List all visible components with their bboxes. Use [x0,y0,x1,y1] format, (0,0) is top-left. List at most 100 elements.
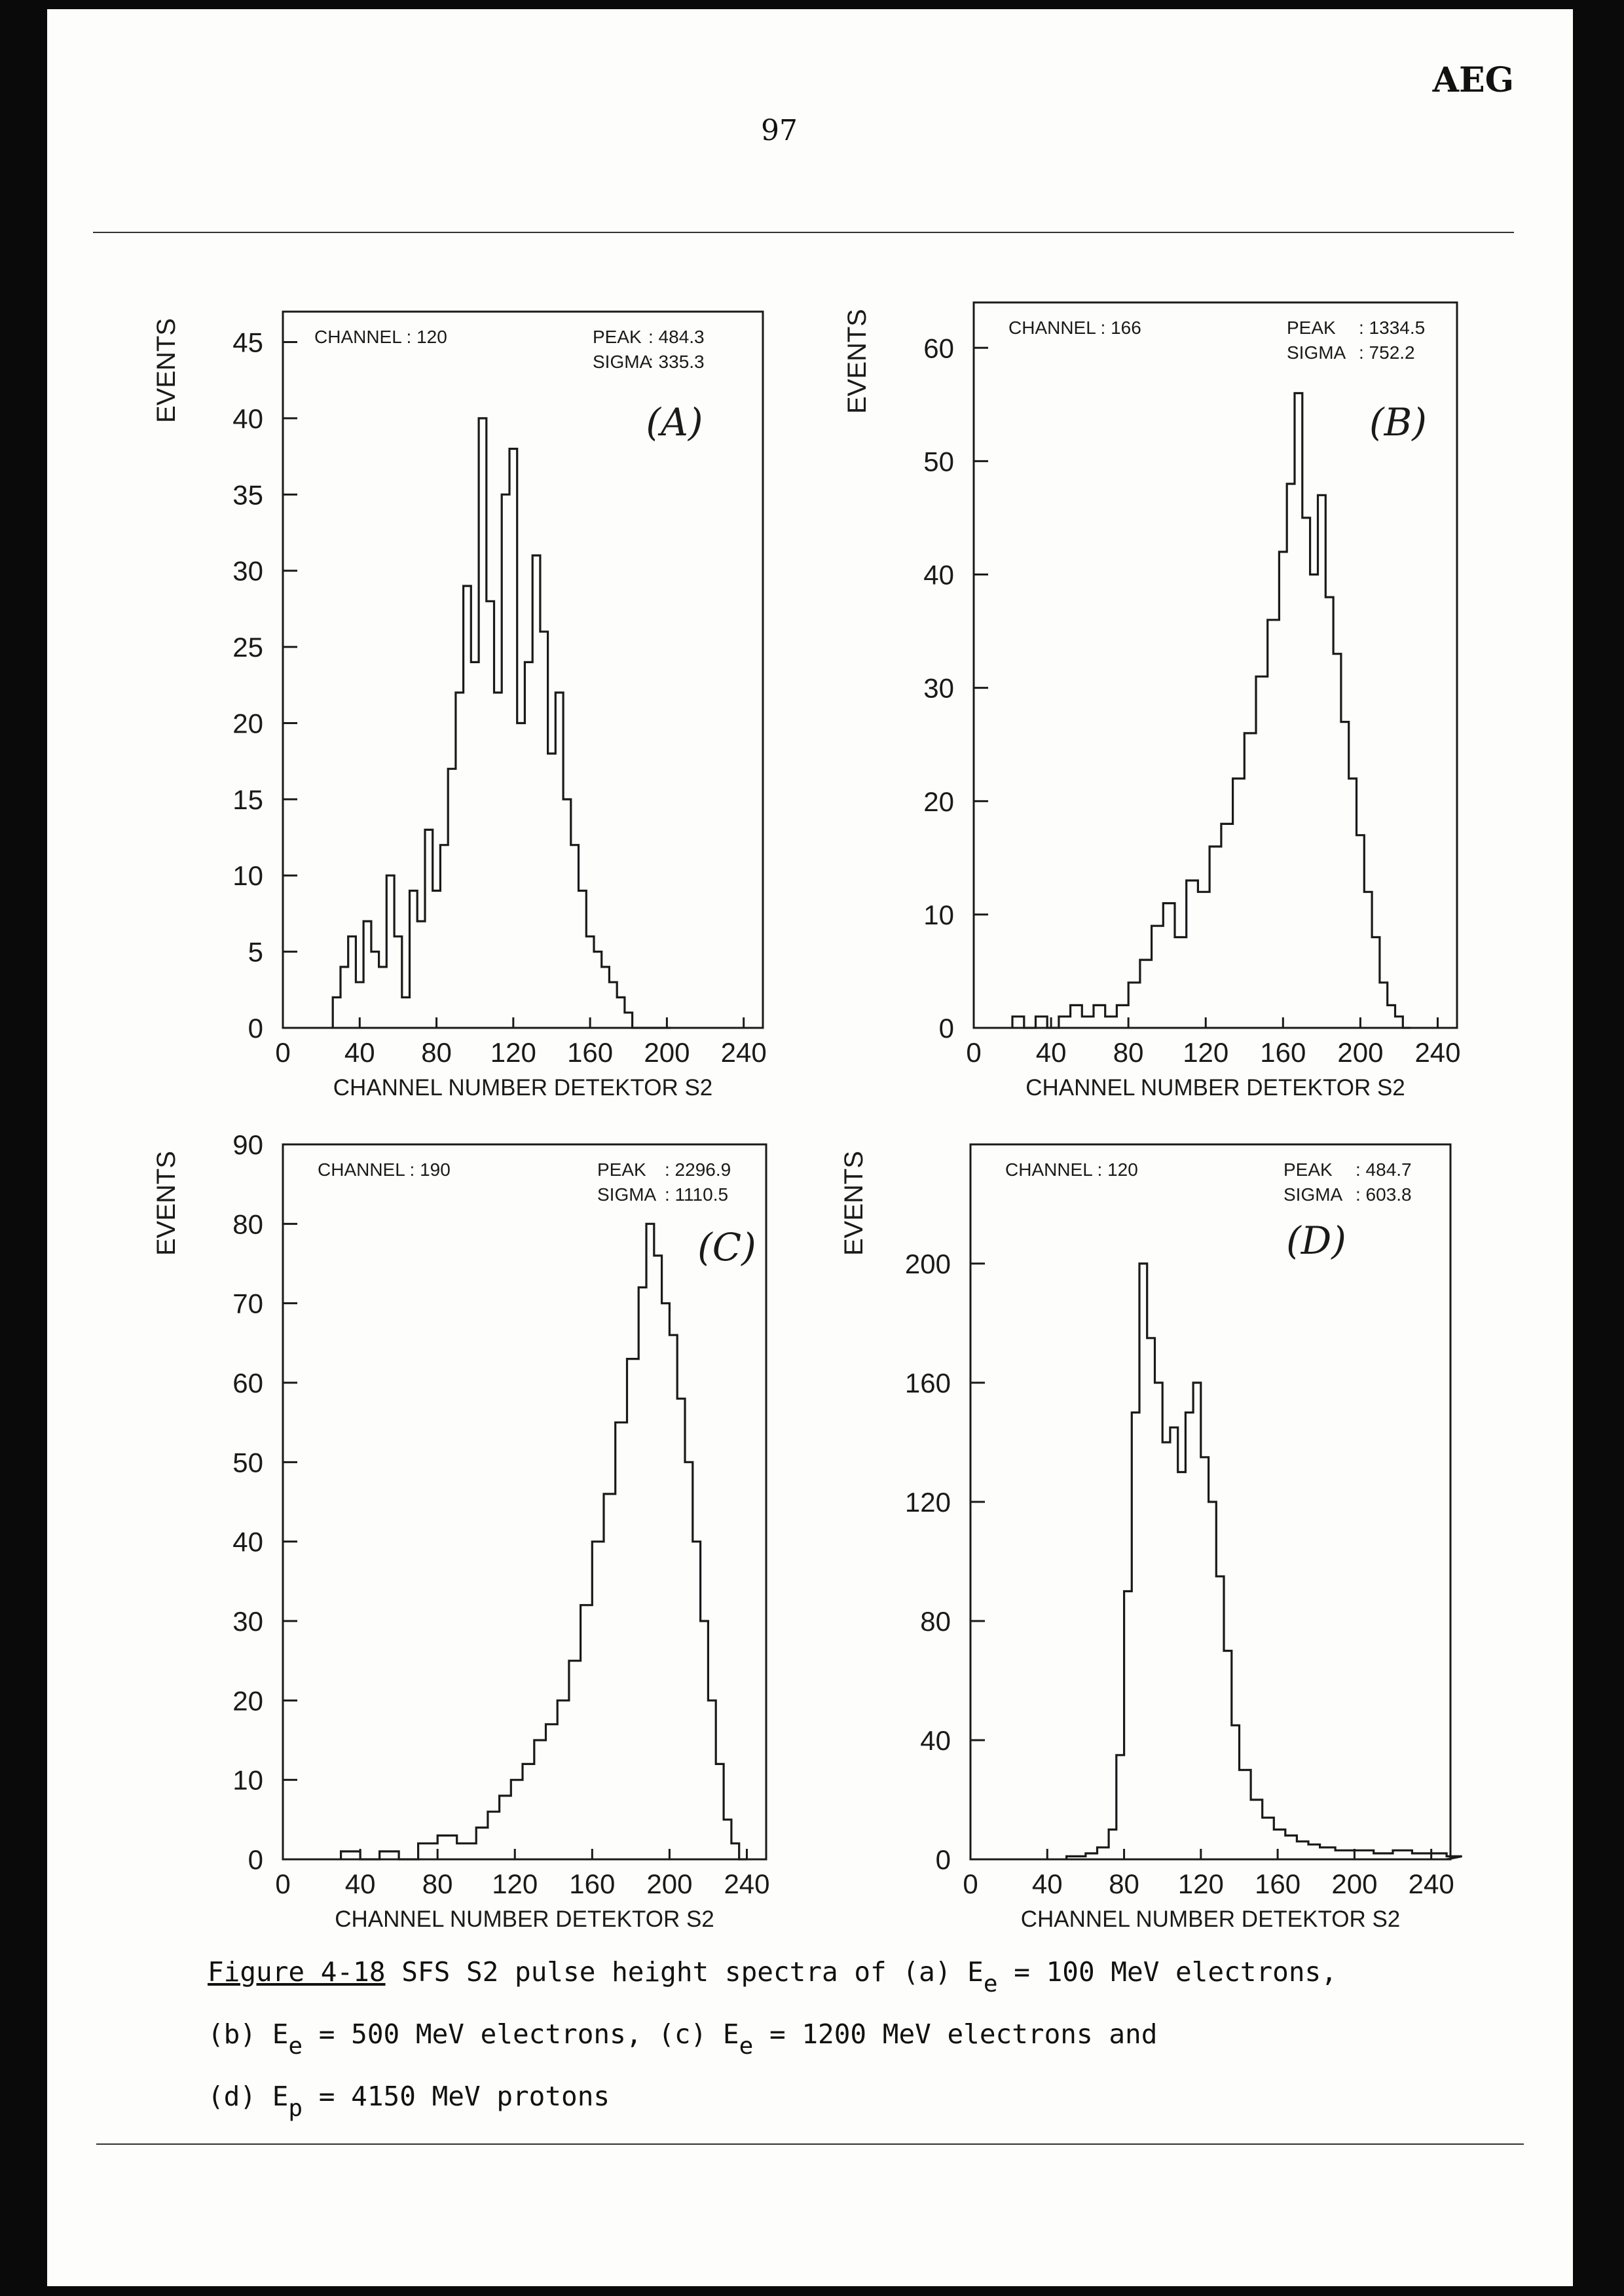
x-tick-label: 80 [422,1868,453,1899]
x-tick-label: 200 [644,1037,690,1068]
caption-text: = 1200 MeV electrons and [753,2018,1158,2050]
x-axis-label: CHANNEL NUMBER DETEKTOR S2 [1021,1906,1401,1932]
caption-text: (d) E [208,2081,289,2112]
x-tick-label: 160 [1255,1868,1301,1899]
y-tick-label: 10 [232,860,263,891]
peak-label: PEAK [593,327,642,347]
histogram-series [331,417,671,1029]
sigma-value: : 752.2 [1359,342,1415,363]
y-axis-label: EVENTS [840,1151,868,1256]
y-tick-label: 50 [923,446,954,477]
panel-label: (C) [697,1225,756,1269]
x-tick-label: 240 [721,1037,767,1068]
y-tick-label: 0 [936,1844,951,1875]
caption-subscript: e [288,2033,303,2060]
caption-subscript: e [983,1971,998,1997]
caption-text: = 500 MeV electrons, (c) E [303,2018,739,2050]
y-tick-label: 50 [232,1447,263,1478]
x-tick-label: 200 [1331,1868,1377,1899]
peak-label: PEAK [1287,318,1336,338]
caption-line-3: (d) Ep = 4150 MeV protons [208,2071,1452,2134]
x-tick-label: 0 [966,1037,981,1068]
x-tick-label: 200 [1337,1037,1383,1068]
y-tick-label: 40 [923,560,954,591]
y-tick-label: 30 [232,556,263,587]
sigma-value: : 603.8 [1356,1184,1412,1205]
x-tick-label: 40 [1036,1037,1067,1068]
histogram-series [1011,392,1411,1029]
sigma-label: SIGMA [1283,1184,1343,1205]
x-tick-label: 80 [1113,1037,1144,1068]
x-tick-label: 40 [345,1868,376,1899]
caption-line-1: Figure 4-18 SFS S2 pulse height spectra … [208,1947,1452,2009]
y-tick-label: 25 [232,632,263,663]
y-tick-label: 20 [923,786,954,817]
x-tick-label: 240 [724,1868,769,1899]
x-axis-label: CHANNEL NUMBER DETEKTOR S2 [1025,1075,1405,1101]
x-tick-label: 120 [1178,1868,1224,1899]
y-tick-label: 90 [232,1129,263,1160]
y-tick-label: 20 [232,1685,263,1716]
y-tick-label: 80 [920,1606,951,1637]
x-tick-label: 240 [1414,1037,1460,1068]
caption-text: (b) E [208,2018,289,2050]
caption-subscript: p [288,2095,303,2122]
y-tick-label: 70 [232,1288,263,1319]
y-tick-label: 40 [232,403,263,434]
x-tick-label: 160 [1260,1037,1306,1068]
x-tick-label: 120 [1183,1037,1228,1068]
caption-text: = 4150 MeV protons [303,2081,610,2112]
y-axis-label: EVENTS [152,318,181,423]
histogram-series [1065,1262,1462,1861]
x-axis-label: CHANNEL NUMBER DETEKTOR S2 [335,1906,714,1932]
footer-rule [96,2143,1524,2145]
y-tick-label: 40 [232,1527,263,1558]
channel-stat: CHANNEL : 166 [1008,318,1141,338]
peak-label: PEAK [597,1159,646,1180]
y-tick-label: 10 [232,1765,263,1796]
channel-stat: CHANNEL : 120 [314,327,447,347]
x-tick-label: 80 [421,1037,452,1068]
caption-line-2: (b) Ee = 500 MeV electrons, (c) Ee = 120… [208,2009,1452,2071]
sigma-value: : 335.3 [648,352,705,372]
plot-frame [972,301,1458,1029]
x-tick-label: 80 [1109,1868,1139,1899]
company-logo-text: AEG [1432,60,1514,100]
y-tick-label: 15 [232,784,263,815]
y-tick-label: 80 [232,1209,263,1239]
y-tick-label: 120 [905,1487,951,1518]
x-tick-label: 120 [490,1037,536,1068]
figure-caption: Figure 4-18 SFS S2 pulse height spectra … [208,1947,1452,2134]
caption-text: SFS S2 pulse height spectra of (a) E [385,1956,984,1988]
caption-text: = 100 MeV electrons, [997,1956,1337,1988]
x-tick-label: 200 [646,1868,692,1899]
sigma-label: SIGMA [597,1184,657,1205]
peak-value: : 484.3 [648,327,705,347]
sigma-label: SIGMA [1287,342,1346,363]
panel-label: (A) [646,400,703,445]
panel-label: (B) [1369,400,1427,445]
y-tick-label: 30 [232,1606,263,1637]
caption-subscript: e [739,2033,754,2060]
y-tick-label: 35 [232,479,263,510]
y-tick-label: 0 [939,1013,954,1044]
x-tick-label: 0 [963,1868,978,1899]
histogram-series [340,1222,747,1861]
panel-label: (D) [1286,1218,1346,1263]
y-tick-label: 5 [248,937,263,968]
x-tick-label: 160 [569,1868,615,1899]
document-page: AEG 97 Figure 4-18 SFS S2 pulse height s… [47,9,1573,2286]
y-tick-label: 45 [232,327,263,358]
y-tick-label: 60 [923,333,954,363]
sigma-label: SIGMA [593,352,652,372]
y-axis-label: EVENTS [152,1151,181,1256]
y-tick-label: 0 [248,1844,263,1875]
y-tick-label: 20 [232,708,263,738]
y-tick-label: 10 [923,900,954,930]
sigma-value: : 1110.5 [665,1184,728,1205]
x-tick-label: 0 [275,1037,290,1068]
peak-value: : 484.7 [1356,1159,1412,1180]
channel-stat: CHANNEL : 120 [1005,1159,1138,1180]
peak-value: : 2296.9 [665,1159,731,1180]
y-tick-label: 60 [232,1368,263,1398]
